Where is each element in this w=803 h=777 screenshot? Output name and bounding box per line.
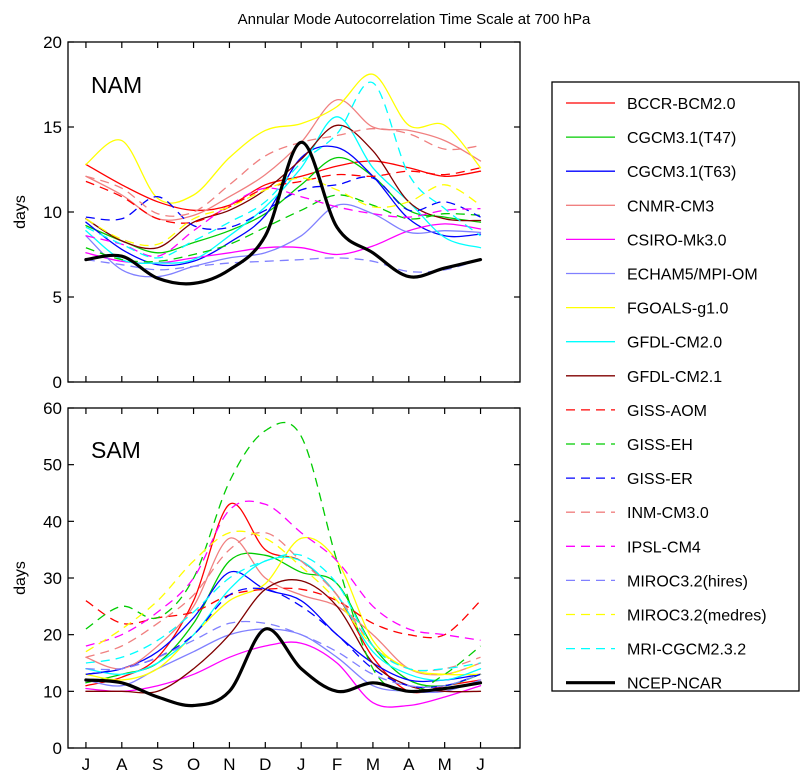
nam-series-fgoals-g1-0: [85, 73, 482, 204]
sam-y-tick-label: 50: [43, 456, 62, 475]
legend-item-echam5-mpi-om: ECHAM5/MPI-OM: [566, 267, 758, 284]
sam-x-tick-label: S: [152, 755, 163, 774]
sam-series-giss-er: [85, 587, 481, 689]
legend-item-giss-eh: GISS-EH: [566, 437, 693, 454]
sam-panel: 0 10 20 30 40 50 60 J A S O N D J F M A M J SAM days: [12, 399, 521, 774]
legend-item-ncep-ncar: NCEP-NCAR: [566, 676, 722, 693]
nam-y-tick-label: 20: [43, 33, 62, 52]
nam-y-ticks: 0 5 10 15 20: [43, 33, 520, 392]
legend-item-mri-cgcm2-3-2: MRI-CGCM2.3.2: [566, 642, 746, 659]
legend-label: CSIRO-Mk3.0: [627, 232, 727, 249]
nam-series-miroc3-2-hires: [85, 257, 481, 273]
nam-series-ipsl-cm4: [85, 187, 481, 258]
legend-label: CGCM3.1(T47): [627, 130, 736, 147]
nam-series-giss-er: [85, 176, 481, 230]
nam-y-tick-label: 15: [43, 118, 62, 137]
legend-item-fgoals-g1-0: FGOALS-g1.0: [566, 301, 728, 318]
figure-title: Annular Mode Autocorrelation Time Scale …: [238, 11, 591, 28]
sam-x-tick-label: J: [297, 755, 306, 774]
legend-label: GISS-EH: [627, 437, 693, 454]
sam-x-tick-label: J: [82, 755, 91, 774]
nam-panel-label: NAM: [91, 72, 142, 98]
sam-x-tick-label: F: [332, 755, 342, 774]
sam-y-ticks: 0 10 20 30 40 50 60: [43, 399, 520, 758]
sam-series-cgcm3-1-t63: [85, 570, 482, 683]
legend-item-cgcm3-1-t47: CGCM3.1(T47): [566, 130, 736, 147]
legend-label: FGOALS-g1.0: [627, 301, 728, 318]
nam-series-mri-cgcm2-3-2: [85, 81, 481, 259]
legend-item-gfdl-cm2-1: GFDL-CM2.1: [566, 369, 722, 386]
nam-series-inm-cm3-0: [85, 128, 481, 217]
sam-x-tick-label: D: [259, 755, 271, 774]
legend-label: MRI-CGCM2.3.2: [627, 642, 746, 659]
sam-series-miroc3-2-hires: [85, 620, 481, 688]
legend-label: INM-CM3.0: [627, 505, 709, 522]
sam-x-tick-label: J: [476, 755, 485, 774]
sam-series-lines: [84, 421, 483, 708]
legend-label: CGCM3.1(T63): [627, 164, 736, 181]
legend-item-inm-cm3-0: INM-CM3.0: [566, 505, 709, 522]
legend-label: MIROC3.2(hires): [627, 573, 748, 590]
legend-item-cnmr-cm3: CNMR-CM3: [566, 198, 714, 215]
nam-y-axis-label: days: [12, 195, 29, 229]
sam-y-tick-label: 10: [43, 682, 62, 701]
legend-items: BCCR-BCM2.0 CGCM3.1(T47) CGCM3.1(T63) CNMR-…: [566, 96, 767, 693]
nam-series-cgcm3-1-t47: [85, 156, 482, 254]
nam-y-tick-label: 10: [43, 203, 62, 222]
nam-series-gfdl-cm2-1: [85, 124, 482, 250]
legend-item-cgcm3-1-t63: CGCM3.1(T63): [566, 164, 736, 181]
legend-label: GISS-ER: [627, 471, 693, 488]
nam-y-tick-label: 5: [53, 288, 62, 307]
nam-series-giss-eh: [85, 194, 481, 263]
nam-x-ticks: [85, 42, 482, 382]
sam-y-axis-label: days: [12, 561, 29, 595]
sam-series-gfdl-cm2-0: [85, 556, 482, 681]
legend-label: GFDL-CM2.0: [627, 335, 722, 352]
legend-label: NCEP-NCAR: [627, 676, 722, 693]
sam-panel-label: SAM: [91, 437, 141, 463]
sam-x-tick-label: O: [187, 755, 200, 774]
sam-series-mri-cgcm2-3-2: [85, 553, 481, 672]
sam-y-tick-label: 60: [43, 399, 62, 418]
sam-series-ncep-ncar: [84, 627, 483, 708]
legend-item-miroc3-2-hires: MIROC3.2(hires): [566, 573, 748, 590]
sam-y-tick-label: 0: [53, 739, 62, 758]
sam-series-ipsl-cm4: [85, 500, 481, 647]
legend: BCCR-BCM2.0 CGCM3.1(T47) CGCM3.1(T63) CNMR-…: [551, 81, 800, 693]
sam-x-tick-label: N: [223, 755, 235, 774]
legend-label: IPSL-CM4: [627, 539, 701, 556]
legend-label: CNMR-CM3: [627, 198, 714, 215]
legend-item-bccr-bcm2-0: BCCR-BCM2.0: [566, 96, 736, 113]
nam-panel: 0 5 10 15 20 NAM days: [12, 33, 521, 392]
legend-label: GFDL-CM2.1: [627, 369, 722, 386]
legend-label: GISS-AOM: [627, 403, 707, 420]
legend-item-csiro-mk3-0: CSIRO-Mk3.0: [566, 232, 727, 249]
sam-x-tick-label: A: [403, 755, 415, 774]
legend-box: [551, 81, 800, 692]
sam-y-tick-label: 40: [43, 512, 62, 531]
sam-x-tick-label: M: [438, 755, 452, 774]
nam-series-ncep-ncar: [84, 140, 483, 286]
sam-x-tick-label: A: [116, 755, 128, 774]
legend-item-ipsl-cm4: IPSL-CM4: [566, 539, 701, 556]
sam-y-tick-label: 30: [43, 569, 62, 588]
sam-y-tick-label: 20: [43, 626, 62, 645]
legend-label: ECHAM5/MPI-OM: [627, 267, 758, 284]
nam-y-tick-label: 0: [53, 373, 62, 392]
legend-item-giss-aom: GISS-AOM: [566, 403, 707, 420]
sam-x-tick-label: M: [366, 755, 380, 774]
legend-item-giss-er: GISS-ER: [566, 471, 693, 488]
legend-label: MIROC3.2(medres): [627, 608, 767, 625]
nam-series-lines: [84, 73, 483, 286]
legend-item-miroc3-2-medres: MIROC3.2(medres): [566, 608, 767, 625]
legend-label: BCCR-BCM2.0: [627, 96, 736, 113]
nam-plot-area: [68, 42, 520, 382]
nam-series-miroc3-2-medres: [85, 177, 481, 247]
legend-item-gfdl-cm2-0: GFDL-CM2.0: [566, 335, 722, 352]
